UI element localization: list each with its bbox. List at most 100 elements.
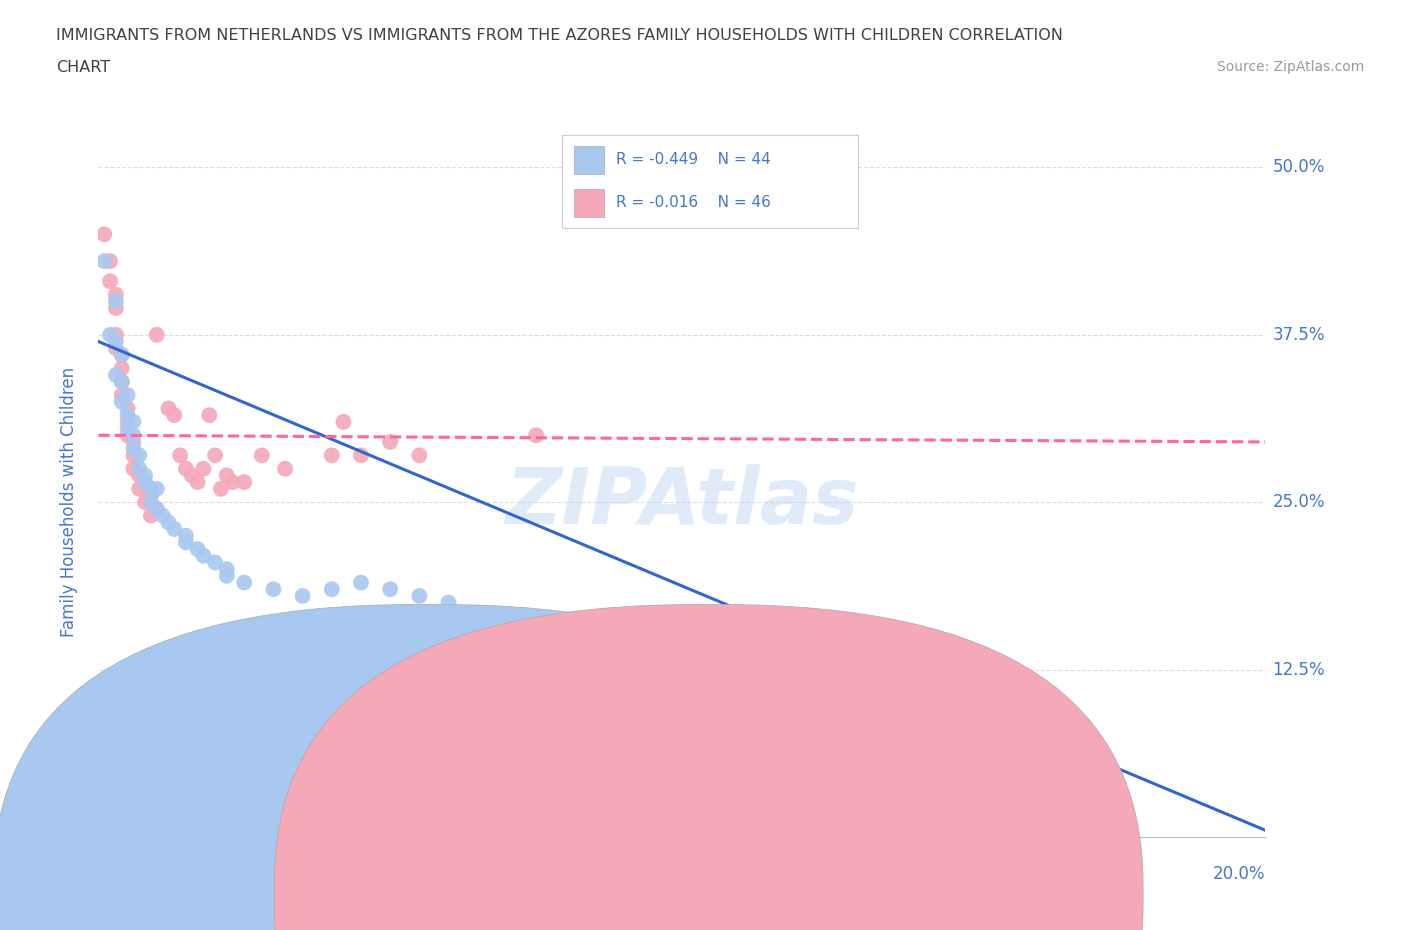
Point [104,340,127,355]
Point [350,448,373,463]
Point [157,401,180,416]
Point [134,474,156,489]
Point [146,501,169,516]
Text: Immigrants from Netherlands: Immigrants from Netherlands [451,887,678,903]
Point [193,461,215,476]
Point [139,508,162,523]
Point [146,501,169,516]
Point [128,468,150,483]
Point [233,474,256,489]
Point [146,327,169,342]
Text: R = -0.016    N = 46: R = -0.016 N = 46 [616,195,770,210]
Point [128,482,150,497]
Y-axis label: Family Households with Children: Family Households with Children [59,367,77,637]
Point [250,448,273,463]
Point [215,562,238,577]
Text: IMMIGRANTS FROM NETHERLANDS VS IMMIGRANTS FROM THE AZORES FAMILY HOUSEHOLDS WITH: IMMIGRANTS FROM NETHERLANDS VS IMMIGRANT… [56,28,1063,43]
Point [233,575,256,590]
Point [104,334,127,349]
Point [139,495,162,510]
Text: Immigrants from the Azores: Immigrants from the Azores [733,887,946,903]
Point [117,421,139,436]
Point [98,327,121,342]
Point [180,468,202,483]
Point [122,415,145,430]
Point [174,535,197,550]
Point [111,394,134,409]
Point [204,555,226,570]
Bar [574,189,603,217]
Point [117,407,139,422]
Point [117,401,139,416]
Point [350,575,373,590]
Point [104,300,127,315]
Point [215,468,238,483]
Text: 37.5%: 37.5% [1272,326,1324,344]
Point [111,374,134,389]
Text: R = -0.449    N = 44: R = -0.449 N = 44 [616,153,770,167]
Point [117,428,139,443]
Point [274,461,297,476]
Point [111,361,134,376]
Point [146,482,169,497]
Point [93,254,115,269]
Point [408,649,430,664]
Text: 0.0%: 0.0% [98,865,141,883]
Point [169,448,191,463]
Point [122,448,145,463]
Point [187,541,209,556]
Point [174,461,197,476]
Point [174,528,197,543]
Point [437,622,460,637]
Point [524,428,547,443]
Text: 12.5%: 12.5% [1272,660,1324,679]
Point [321,448,343,463]
Point [134,474,156,489]
Bar [574,146,603,174]
Text: 50.0%: 50.0% [1272,158,1324,177]
Point [122,441,145,456]
Point [262,582,284,597]
Point [128,461,150,476]
Point [152,508,174,523]
Text: ZIPAtlas: ZIPAtlas [505,464,859,540]
Point [163,522,186,537]
Point [215,568,238,583]
Point [187,474,209,489]
Text: 20.0%: 20.0% [1213,865,1265,883]
Point [221,474,243,489]
Point [758,729,780,744]
Point [1050,756,1073,771]
Text: Source: ZipAtlas.com: Source: ZipAtlas.com [1216,60,1364,74]
Text: CHART: CHART [56,60,110,75]
Point [104,287,127,302]
Point [111,348,134,363]
Point [117,388,139,403]
Point [122,434,145,449]
Point [104,367,127,382]
Point [139,482,162,497]
Point [98,273,121,288]
Point [122,461,145,476]
Point [163,407,186,422]
Text: 25.0%: 25.0% [1272,493,1324,512]
Point [128,448,150,463]
Point [111,374,134,389]
Point [134,495,156,510]
Point [93,227,115,242]
Point [378,434,402,449]
Point [437,595,460,610]
Point [291,589,314,604]
Point [111,348,134,363]
Point [378,582,402,597]
Point [98,254,121,269]
Point [408,448,430,463]
Point [193,549,215,564]
Point [104,327,127,342]
Point [321,582,343,597]
Point [204,448,226,463]
Point [117,415,139,430]
Point [209,482,232,497]
Point [122,428,145,443]
Point [332,415,354,430]
